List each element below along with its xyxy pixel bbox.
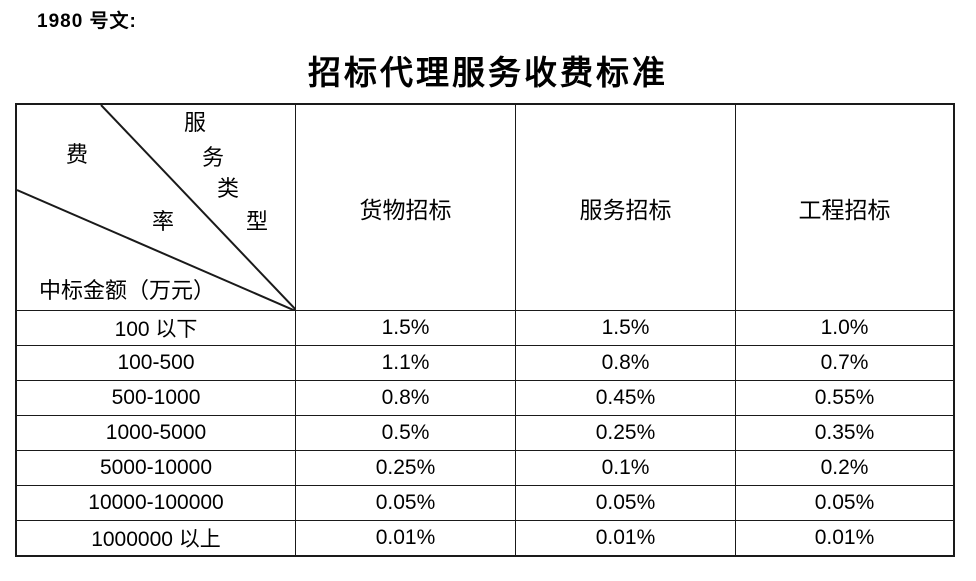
fee-rate-cell: 0.01% xyxy=(735,520,953,555)
fee-rate-cell: 0.8% xyxy=(295,380,515,415)
page-title: 招标代理服务收费标准 xyxy=(308,56,668,92)
column-header-service: 服务招标 xyxy=(515,105,735,310)
corner-label-service-type-char: 务 xyxy=(202,145,225,170)
fee-rate-cell: 0.05% xyxy=(735,485,953,520)
fee-rate-cell: 0.35% xyxy=(735,415,953,450)
fee-rate-cell: 0.45% xyxy=(515,380,735,415)
fee-rate-cell: 0.01% xyxy=(295,520,515,555)
fee-rate-cell: 1.5% xyxy=(515,310,735,345)
fee-rate-cell: 1.5% xyxy=(295,310,515,345)
table-corner-header: 服 务 类 型 费 率 中标金额（万元） xyxy=(17,105,295,310)
fee-rate-cell: 0.25% xyxy=(295,450,515,485)
row-label: 1000000 以上 xyxy=(17,520,295,555)
fee-rate-cell: 0.05% xyxy=(515,485,735,520)
fee-rate-cell: 0.7% xyxy=(735,345,953,380)
row-label: 100 以下 xyxy=(17,310,295,345)
diagonal-divider-lines xyxy=(17,105,295,310)
corner-label-fee-rate-char: 费 xyxy=(66,142,89,167)
row-label: 1000-5000 xyxy=(17,415,295,450)
fee-standard-table: 服 务 类 型 费 率 中标金额（万元） 货物招标 服务招标 工程招标 100 … xyxy=(15,103,955,557)
row-label: 10000-100000 xyxy=(17,485,295,520)
fee-rate-cell: 0.1% xyxy=(515,450,735,485)
fee-rate-cell: 0.5% xyxy=(295,415,515,450)
corner-label-service-type-char: 型 xyxy=(246,209,269,234)
fee-rate-cell: 0.05% xyxy=(295,485,515,520)
fee-rate-cell: 0.8% xyxy=(515,345,735,380)
column-header-goods: 货物招标 xyxy=(295,105,515,310)
fee-rate-cell: 0.55% xyxy=(735,380,953,415)
fee-rate-cell: 0.25% xyxy=(515,415,735,450)
fee-rate-cell: 1.0% xyxy=(735,310,953,345)
row-label: 5000-10000 xyxy=(17,450,295,485)
corner-label-bid-amount: 中标金额（万元） xyxy=(39,278,216,303)
row-label: 100-500 xyxy=(17,345,295,380)
row-label: 500-1000 xyxy=(17,380,295,415)
fee-rate-cell: 1.1% xyxy=(295,345,515,380)
document-ref-number: 1980 号文: xyxy=(37,11,137,32)
column-header-engineering: 工程招标 xyxy=(735,105,953,310)
corner-label-fee-rate-char: 率 xyxy=(152,209,175,234)
corner-label-service-type-char: 服 xyxy=(184,110,207,135)
corner-label-service-type-char: 类 xyxy=(217,176,240,201)
fee-rate-cell: 0.01% xyxy=(515,520,735,555)
fee-rate-cell: 0.2% xyxy=(735,450,953,485)
